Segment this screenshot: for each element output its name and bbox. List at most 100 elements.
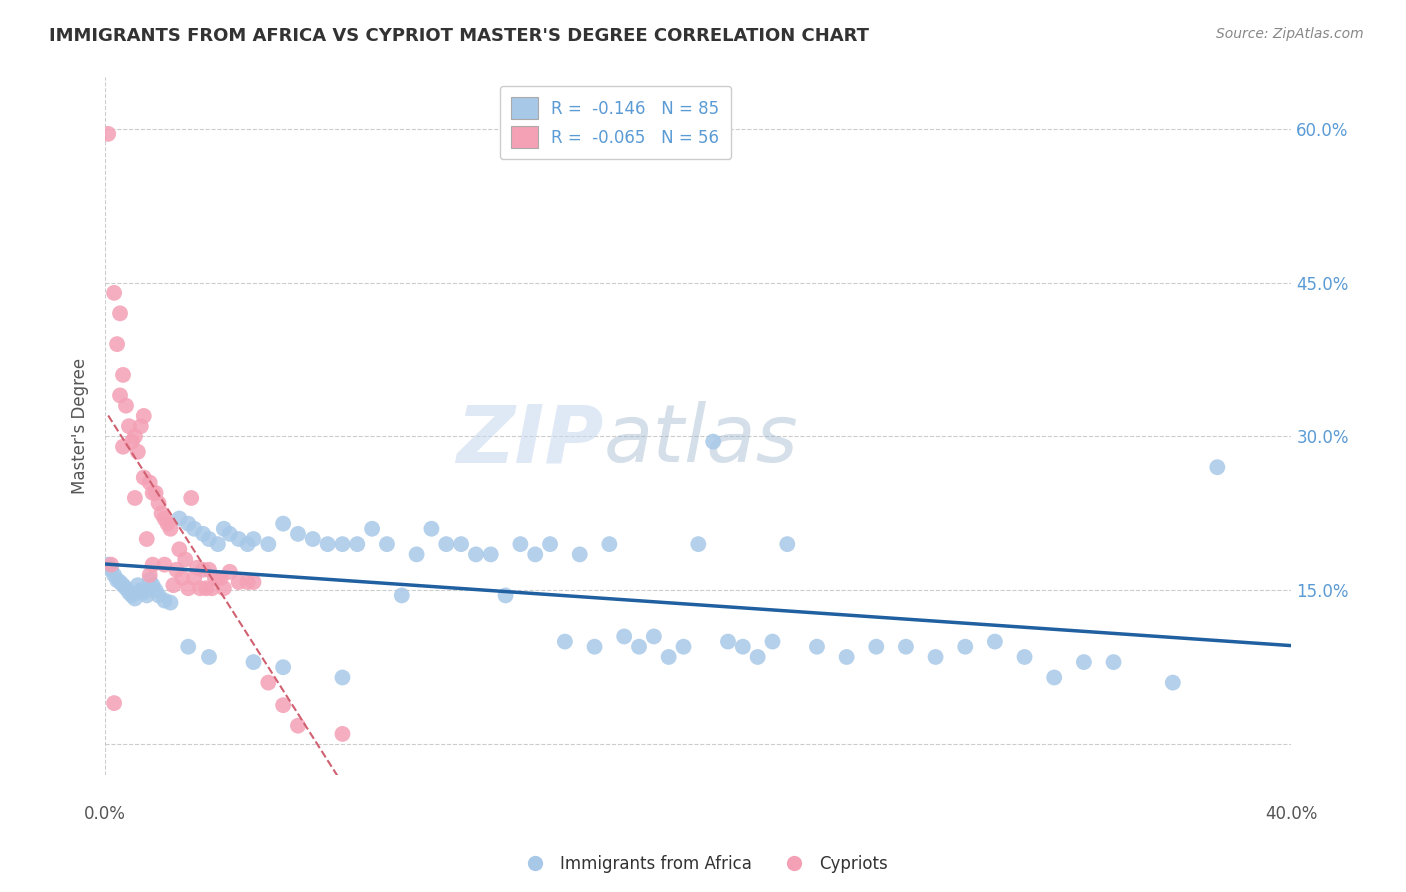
Point <box>271 660 294 674</box>
Point <box>145 486 167 500</box>
Point <box>924 650 946 665</box>
Point <box>332 727 354 741</box>
Text: atlas: atlas <box>603 401 799 479</box>
Point <box>165 563 187 577</box>
Text: IMMIGRANTS FROM AFRICA VS CYPRIOT MASTER'S DEGREE CORRELATION CHART: IMMIGRANTS FROM AFRICA VS CYPRIOT MASTER… <box>49 27 869 45</box>
Point <box>118 419 141 434</box>
Point <box>183 571 205 585</box>
Point <box>568 548 591 562</box>
Point <box>138 568 160 582</box>
Point <box>316 537 339 551</box>
Point <box>142 558 165 572</box>
Point <box>159 596 181 610</box>
Point <box>142 578 165 592</box>
Point <box>100 558 122 572</box>
Point <box>132 470 155 484</box>
Point <box>186 560 208 574</box>
Point <box>103 285 125 300</box>
Point <box>332 671 354 685</box>
Point <box>111 368 134 382</box>
Point <box>301 532 323 546</box>
Point <box>554 634 576 648</box>
Point <box>108 306 131 320</box>
Point <box>97 558 120 572</box>
Point <box>207 537 229 551</box>
Point <box>111 440 134 454</box>
Point <box>108 575 131 590</box>
Point <box>138 573 160 587</box>
Point <box>688 537 710 551</box>
Point <box>191 527 214 541</box>
Point <box>613 630 636 644</box>
Point <box>538 537 561 551</box>
Point <box>1043 671 1066 685</box>
Point <box>97 127 120 141</box>
Point <box>148 589 170 603</box>
Point <box>153 511 176 525</box>
Point <box>209 571 232 585</box>
Point <box>212 581 235 595</box>
Point <box>174 552 197 566</box>
Point <box>731 640 754 654</box>
Point <box>127 445 149 459</box>
Text: ZIP: ZIP <box>456 401 603 479</box>
Point <box>894 640 917 654</box>
Point <box>495 589 517 603</box>
Point <box>391 589 413 603</box>
Point <box>207 571 229 585</box>
Point <box>479 548 502 562</box>
Point <box>375 537 398 551</box>
Point <box>776 537 799 551</box>
Point <box>598 537 620 551</box>
Point <box>236 575 259 590</box>
Point <box>159 522 181 536</box>
Point <box>127 578 149 592</box>
Point <box>132 585 155 599</box>
Point <box>1073 655 1095 669</box>
Point <box>124 429 146 443</box>
Point <box>702 434 724 449</box>
Point <box>450 537 472 551</box>
Point <box>132 409 155 423</box>
Point <box>150 507 173 521</box>
Point <box>984 634 1007 648</box>
Point <box>242 532 264 546</box>
Y-axis label: Master's Degree: Master's Degree <box>72 358 89 494</box>
Point <box>658 650 681 665</box>
Legend: Immigrants from Africa, Cypriots: Immigrants from Africa, Cypriots <box>512 848 894 880</box>
Point <box>643 630 665 644</box>
Point <box>212 522 235 536</box>
Point <box>162 578 184 592</box>
Point <box>172 571 194 585</box>
Point <box>242 655 264 669</box>
Point <box>138 475 160 490</box>
Point <box>111 578 134 592</box>
Point <box>405 548 427 562</box>
Point <box>100 563 122 577</box>
Point <box>105 337 128 351</box>
Point <box>865 640 887 654</box>
Point <box>1014 650 1036 665</box>
Text: 40.0%: 40.0% <box>1265 805 1317 823</box>
Point <box>218 527 240 541</box>
Point <box>124 491 146 505</box>
Point <box>153 593 176 607</box>
Point <box>105 573 128 587</box>
Point <box>242 575 264 590</box>
Point <box>135 532 157 546</box>
Point <box>509 537 531 551</box>
Point <box>201 581 224 595</box>
Point <box>1102 655 1125 669</box>
Point <box>228 532 250 546</box>
Point <box>108 388 131 402</box>
Point <box>124 591 146 606</box>
Point <box>271 516 294 531</box>
Point <box>1206 460 1229 475</box>
Point <box>142 486 165 500</box>
Point <box>257 537 280 551</box>
Point <box>129 419 152 434</box>
Point <box>115 581 138 595</box>
Point <box>188 581 211 595</box>
Point <box>180 491 202 505</box>
Point <box>129 583 152 598</box>
